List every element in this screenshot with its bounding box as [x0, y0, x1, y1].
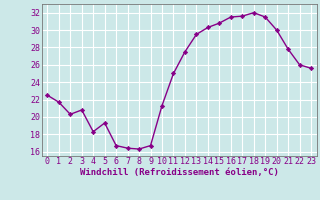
X-axis label: Windchill (Refroidissement éolien,°C): Windchill (Refroidissement éolien,°C): [80, 168, 279, 177]
